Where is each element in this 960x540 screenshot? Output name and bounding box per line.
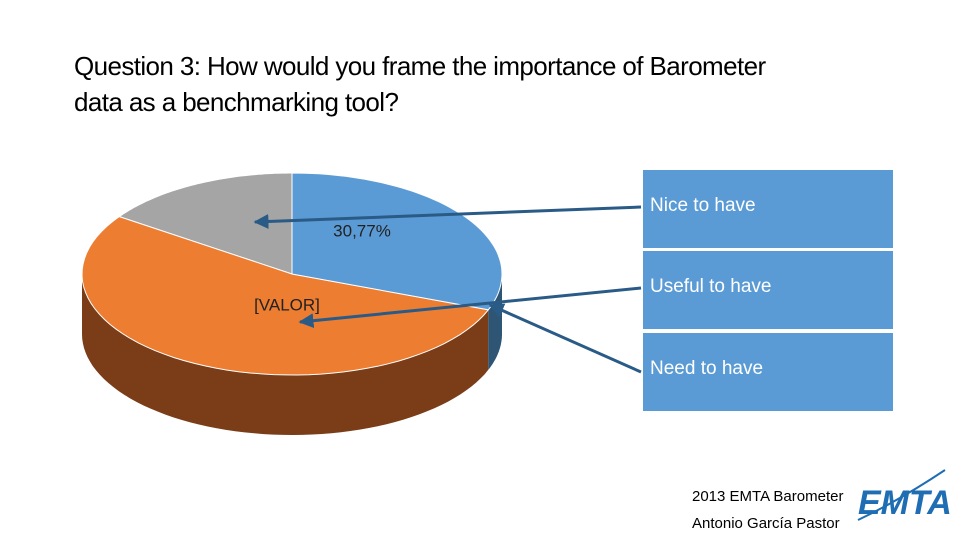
footer-line: 2013 EMTA Barometer <box>692 488 843 505</box>
pie-slice <box>118 172 293 275</box>
overlay: [VALOR] 30,77% Nice to have Useful to have N… <box>253 170 893 411</box>
chart-title: Question 3: How would you frame the impo… <box>74 51 766 117</box>
legend-label: Nice to have <box>650 195 756 216</box>
legend-box <box>643 333 893 411</box>
legend-arrow <box>488 303 642 374</box>
pie-slice-side <box>82 274 489 435</box>
data-label: 30,77% <box>333 221 391 240</box>
legend-arrow <box>253 205 642 229</box>
legend-box <box>643 170 893 248</box>
data-label: [VALOR] <box>254 295 320 314</box>
pie <box>81 172 503 435</box>
legend-label: Useful to have <box>650 276 771 297</box>
pie-slice <box>291 172 503 311</box>
logo: EMTA <box>858 484 952 522</box>
footer-line: Antonio García Pastor <box>692 515 840 532</box>
legend-label: Need to have <box>650 358 763 379</box>
pie-slice <box>81 216 490 376</box>
legend-box <box>643 251 893 329</box>
logo-swoosh <box>857 469 946 521</box>
legend-arrow <box>298 286 642 329</box>
pie-slice-side <box>488 274 502 370</box>
